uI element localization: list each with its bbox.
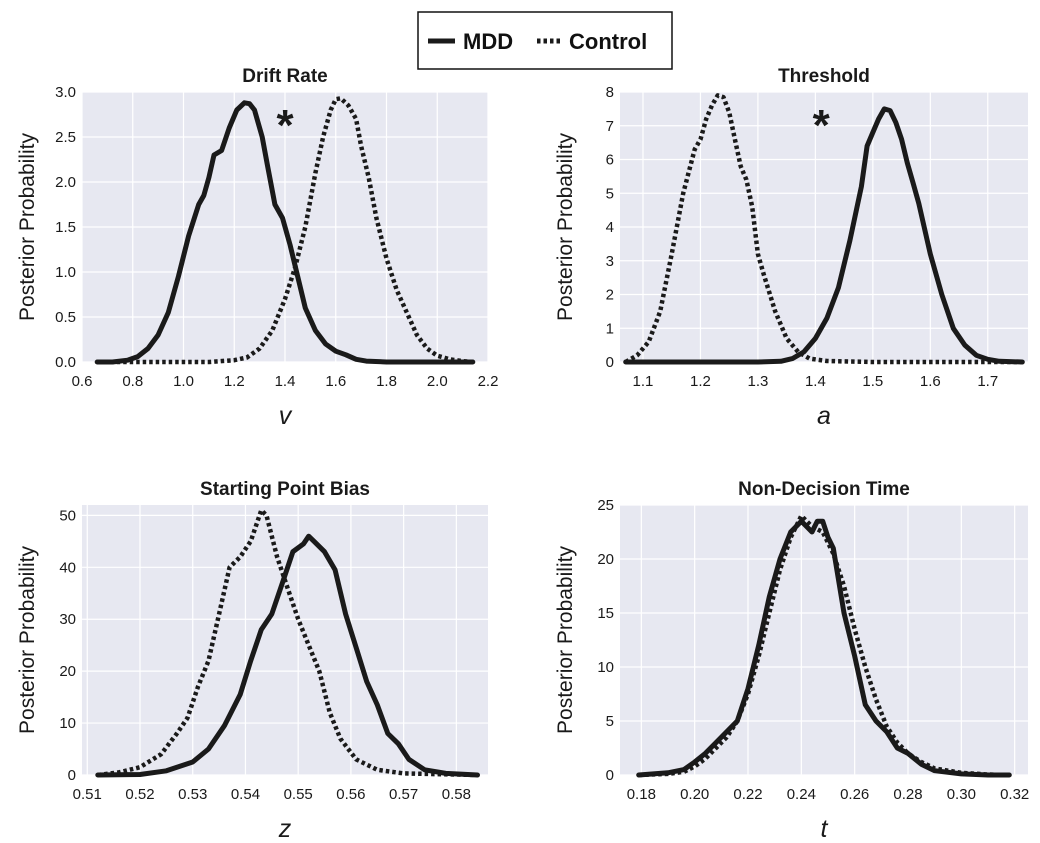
x-tick-label: 0.54: [231, 786, 260, 803]
x-tick-label: 0.20: [680, 786, 709, 803]
series-line-mdd: [94, 100, 476, 365]
x-tick-label: 0.57: [389, 786, 418, 803]
x-axis-label: z: [278, 815, 292, 843]
series-line-control: [97, 507, 478, 778]
series-line-control: [624, 93, 1023, 365]
x-tick-label: 1.7: [977, 373, 998, 390]
y-tick-label: 5: [606, 185, 614, 202]
legend-mdd-label: MDD: [463, 29, 513, 54]
plot-background: [82, 505, 488, 775]
series-line-mdd: [95, 533, 480, 778]
y-tick-label: 50: [59, 507, 76, 524]
chart-title: Drift Rate: [242, 66, 328, 87]
chart-panel-3: 0.51 0.52 0.53 0.54 0.55 0.56 0.57 0.58 0 10 20 30 4…: [16, 479, 488, 843]
y-tick-label: 2.0: [55, 174, 76, 191]
x-tick-label: 1.8: [376, 373, 397, 390]
y-tick-label: 0: [68, 767, 76, 784]
x-tick-label: 2.0: [427, 373, 448, 390]
x-tick-label: 1.5: [862, 373, 883, 390]
y-tick-label: 6: [606, 152, 614, 169]
x-tick-label: 1.0: [173, 373, 194, 390]
chart-panel-1: 0.6 0.8 1.0 1.2 1.4 1.6 1.8 2.0 2.2 0.0 0.5 1.0 1.5 2…: [16, 66, 498, 430]
y-axis-label: Posterior Probability: [554, 546, 577, 734]
legend: MDD Control: [417, 11, 673, 70]
x-tick-label: 0.28: [893, 786, 922, 803]
y-tick-label: 1.5: [55, 219, 76, 236]
y-axis-label: Posterior Probability: [16, 133, 39, 321]
y-tick-label: 15: [597, 605, 614, 622]
x-tick-label: 0.30: [947, 786, 976, 803]
significance-marker: *: [276, 101, 294, 150]
x-tick-label: 0.24: [787, 786, 816, 803]
x-tick-label: 1.4: [805, 373, 826, 390]
y-tick-label: 0.5: [55, 309, 76, 326]
x-tick-label: 1.2: [690, 373, 711, 390]
y-tick-label: 30: [59, 611, 76, 628]
series-line-control: [638, 513, 1010, 778]
y-tick-label: 0.0: [55, 354, 76, 371]
x-tick-label: 1.6: [325, 373, 346, 390]
x-tick-label: 0.18: [627, 786, 656, 803]
legend-control-label: Control: [569, 29, 647, 54]
y-tick-label: 0: [606, 767, 614, 784]
y-tick-label: 1: [606, 320, 614, 337]
y-tick-label: 10: [59, 715, 76, 732]
x-tick-label: 0.22: [733, 786, 762, 803]
x-axis-label: t: [821, 815, 829, 843]
chart-title: Starting Point Bias: [200, 479, 370, 500]
y-tick-label: 3: [606, 253, 614, 270]
x-tick-label: 0.32: [1000, 786, 1029, 803]
y-tick-label: 20: [59, 663, 76, 680]
x-tick-label: 0.51: [73, 786, 102, 803]
chart-title: Threshold: [778, 66, 870, 87]
x-tick-label: 1.4: [275, 373, 296, 390]
y-tick-label: 0: [606, 354, 614, 371]
plot-background: [620, 505, 1028, 775]
y-tick-label: 1.0: [55, 264, 76, 281]
y-axis-label: Posterior Probability: [554, 133, 577, 321]
significance-marker: *: [813, 101, 831, 150]
x-tick-label: 0.52: [125, 786, 154, 803]
series-line-mdd: [623, 106, 1025, 365]
x-tick-label: 2.2: [478, 373, 499, 390]
series-line-control: [97, 96, 473, 365]
y-tick-label: 10: [597, 659, 614, 676]
y-tick-label: 20: [597, 551, 614, 568]
y-tick-label: 2.5: [55, 129, 76, 146]
x-axis-label: v: [279, 402, 293, 430]
y-tick-label: 25: [597, 497, 614, 514]
y-tick-label: 40: [59, 559, 76, 576]
y-tick-label: 2: [606, 287, 614, 304]
x-tick-label: 0.53: [178, 786, 207, 803]
chart-title: Non-Decision Time: [738, 479, 910, 500]
x-tick-label: 1.3: [747, 373, 768, 390]
y-tick-label: 3.0: [55, 84, 76, 101]
x-tick-label: 0.6: [72, 373, 93, 390]
x-tick-label: 0.8: [122, 373, 143, 390]
x-tick-label: 1.6: [920, 373, 941, 390]
x-tick-label: 0.58: [442, 786, 471, 803]
y-tick-label: 7: [606, 118, 614, 135]
x-tick-label: 0.55: [284, 786, 313, 803]
x-tick-label: 0.26: [840, 786, 869, 803]
y-tick-label: 4: [606, 219, 614, 236]
y-tick-label: 5: [606, 713, 614, 730]
x-axis-label: a: [817, 402, 831, 430]
chart-panel-2: 1.1 1.2 1.3 1.4 1.5 1.6 1.7 0 1 2 3 4 5 6 7 8 Threshold a…: [554, 66, 1028, 430]
x-tick-label: 1.1: [633, 373, 654, 390]
y-tick-label: 8: [606, 84, 614, 101]
y-axis-label: Posterior Probability: [16, 546, 39, 734]
chart-panel-4: 0.18 0.20 0.22 0.24 0.26 0.28 0.30 0.32 0 5 10 15 20…: [554, 479, 1029, 843]
x-tick-label: 0.56: [336, 786, 365, 803]
x-tick-label: 1.2: [224, 373, 245, 390]
